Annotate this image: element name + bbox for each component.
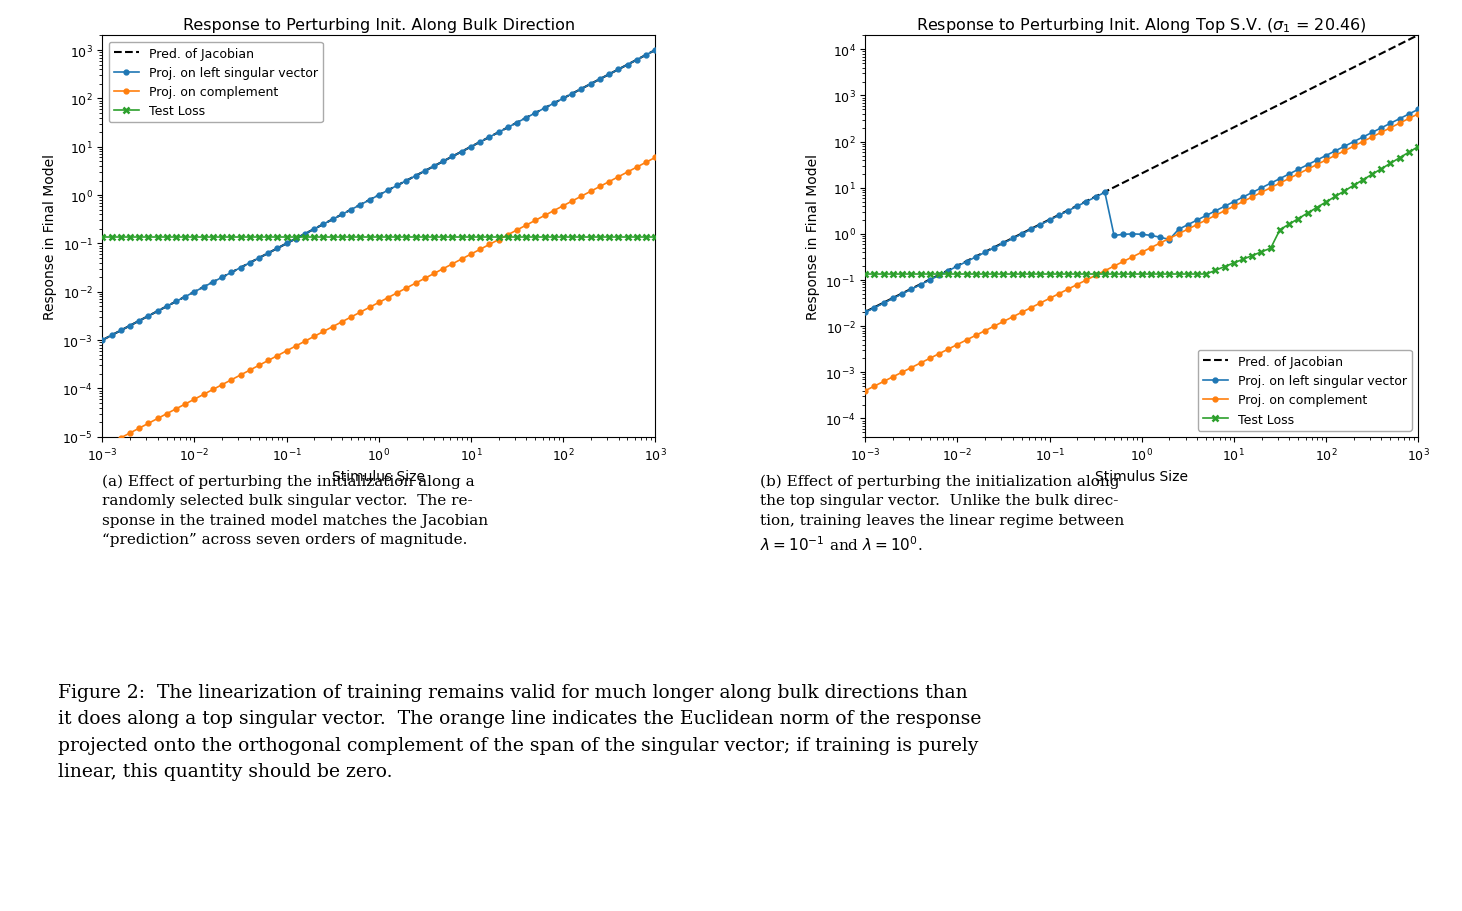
- Line: Pred. of Jacobian: Pred. of Jacobian: [102, 51, 655, 341]
- Proj. on left singular vector: [205, 277, 222, 288]
- Legend: Pred. of Jacobian, Proj. on left singular vector, Proj. on complement, Test Loss: Pred. of Jacobian, Proj. on left singula…: [108, 43, 323, 123]
- Proj. on complement: [646, 153, 664, 164]
- Proj. on left singular vector: [646, 46, 664, 56]
- Proj. on complement: [205, 384, 222, 395]
- Pred. of Jacobian: [94, 335, 111, 346]
- Proj. on left singular vector: [222, 268, 240, 279]
- Pred. of Jacobian: [646, 46, 664, 56]
- Pred. of Jacobian: [599, 70, 617, 81]
- Y-axis label: Response in Final Model: Response in Final Model: [42, 154, 57, 320]
- Y-axis label: Response in Final Model: Response in Final Model: [806, 154, 820, 320]
- Pred. of Jacobian: [241, 258, 259, 269]
- Test Loss: [205, 232, 222, 243]
- Proj. on left singular vector: [425, 161, 443, 172]
- Proj. on complement: [222, 375, 240, 386]
- Title: Response to Perturbing Init. Along Top S.V. ($\sigma_1$ = 20.46): Response to Perturbing Init. Along Top S…: [917, 15, 1367, 35]
- Text: (b) Effect of perturbing the initialization along
the top singular vector.  Unli: (b) Effect of perturbing the initializat…: [760, 474, 1124, 554]
- Legend: Pred. of Jacobian, Proj. on left singular vector, Proj. on complement, Test Loss: Pred. of Jacobian, Proj. on left singula…: [1197, 351, 1412, 431]
- Proj. on left singular vector: [573, 84, 591, 95]
- Proj. on complement: [287, 341, 304, 352]
- Pred. of Jacobian: [127, 318, 145, 329]
- Proj. on left singular vector: [94, 335, 111, 346]
- X-axis label: Stimulus Size: Stimulus Size: [1095, 469, 1189, 483]
- Text: (a) Effect of perturbing the initialization along a
randomly selected bulk singu: (a) Effect of perturbing the initializat…: [102, 474, 488, 547]
- Pred. of Jacobian: [196, 281, 213, 292]
- Test Loss: [287, 232, 304, 243]
- Pred. of Jacobian: [115, 323, 133, 334]
- Test Loss: [222, 232, 240, 243]
- Proj. on complement: [573, 191, 591, 202]
- X-axis label: Stimulus Size: Stimulus Size: [332, 469, 425, 483]
- Proj. on complement: [94, 443, 111, 454]
- Line: Proj. on complement: Proj. on complement: [99, 156, 658, 450]
- Line: Test Loss: Test Loss: [99, 234, 659, 241]
- Test Loss: [94, 232, 111, 243]
- Test Loss: [425, 232, 443, 243]
- Proj. on complement: [425, 269, 443, 280]
- Proj. on left singular vector: [287, 234, 304, 245]
- Test Loss: [389, 232, 406, 243]
- Proj. on complement: [389, 288, 406, 299]
- Title: Response to Perturbing Init. Along Bulk Direction: Response to Perturbing Init. Along Bulk …: [183, 17, 575, 33]
- Text: Figure 2:  The linearization of training remains valid for much longer along bul: Figure 2: The linearization of training …: [58, 683, 982, 781]
- Test Loss: [573, 232, 591, 243]
- Line: Proj. on left singular vector: Proj. on left singular vector: [99, 48, 658, 343]
- Pred. of Jacobian: [618, 60, 636, 71]
- Proj. on left singular vector: [389, 180, 406, 191]
- Test Loss: [646, 232, 664, 243]
